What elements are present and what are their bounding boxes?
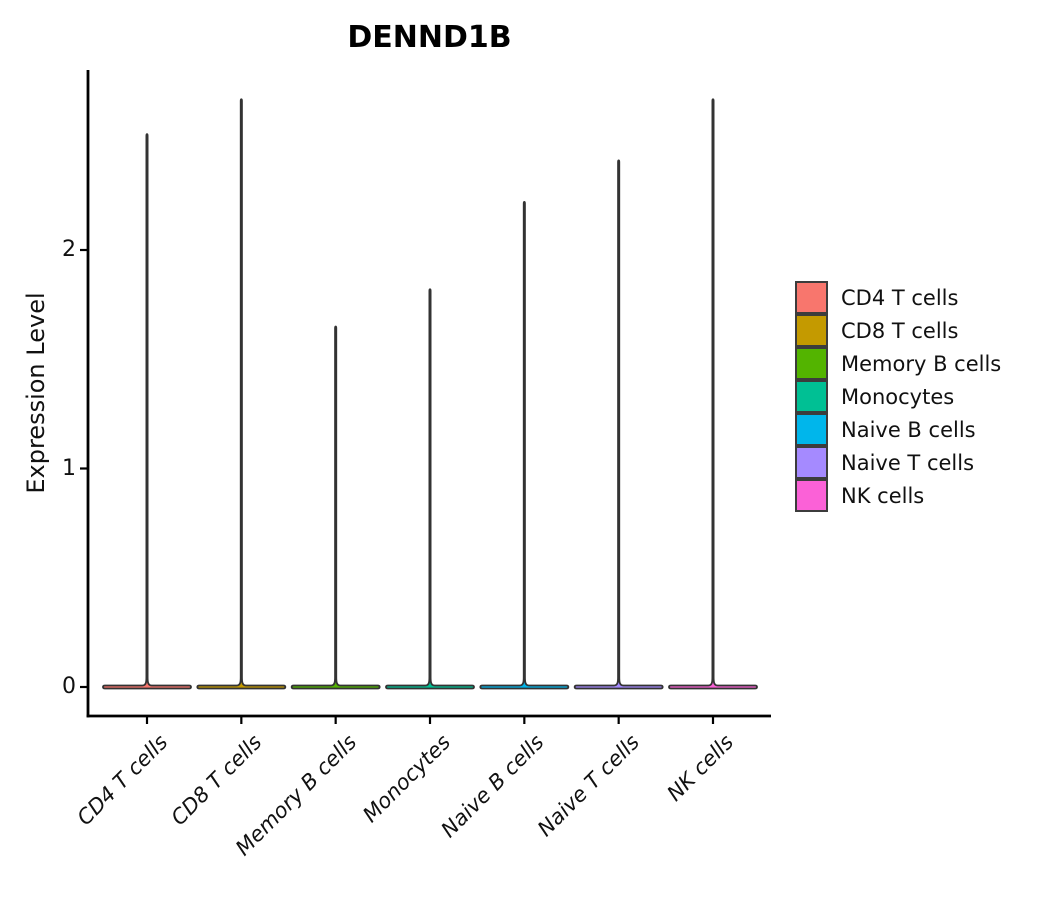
legend-item-label: CD8 T cells xyxy=(841,318,959,343)
violin-1 xyxy=(196,98,287,690)
legend-key-swatch xyxy=(795,479,828,512)
legend-item-label: CD4 T cells xyxy=(841,285,959,310)
legend-item: Naive B cells xyxy=(795,413,1001,446)
legend-key-swatch xyxy=(795,281,828,314)
legend: CD4 T cells CD8 T cells Memory B cells M… xyxy=(795,281,1001,512)
legend-item: Monocytes xyxy=(795,380,1001,413)
legend-key-swatch xyxy=(795,446,828,479)
violin-3 xyxy=(385,288,475,690)
legend-item-label: Monocytes xyxy=(841,384,955,409)
y-tick-label-0: 0 xyxy=(62,674,76,699)
y-tick-label-1: 1 xyxy=(62,456,76,481)
legend-item: Memory B cells xyxy=(795,347,1001,380)
y-tick-label-2: 2 xyxy=(62,237,76,262)
legend-key-swatch xyxy=(795,347,828,380)
legend-key-swatch xyxy=(795,413,828,446)
legend-item-label: Naive T cells xyxy=(841,450,975,475)
violin-0 xyxy=(102,133,192,690)
legend-item-label: Naive B cells xyxy=(841,417,976,442)
violin-6 xyxy=(668,98,758,690)
violin-5 xyxy=(573,159,664,690)
legend-key-swatch xyxy=(795,380,828,413)
violin-2 xyxy=(290,325,381,690)
legend-key-swatch xyxy=(795,314,828,347)
legend-item: Naive T cells xyxy=(795,446,1001,479)
legend-item: CD4 T cells xyxy=(795,281,1001,314)
plot-title: DENND1B xyxy=(347,20,512,55)
legend-item: NK cells xyxy=(795,479,1001,512)
legend-item: CD8 T cells xyxy=(795,314,1001,347)
legend-item-label: Memory B cells xyxy=(841,351,1002,376)
violin-4 xyxy=(479,201,570,690)
legend-item-label: NK cells xyxy=(841,483,925,508)
